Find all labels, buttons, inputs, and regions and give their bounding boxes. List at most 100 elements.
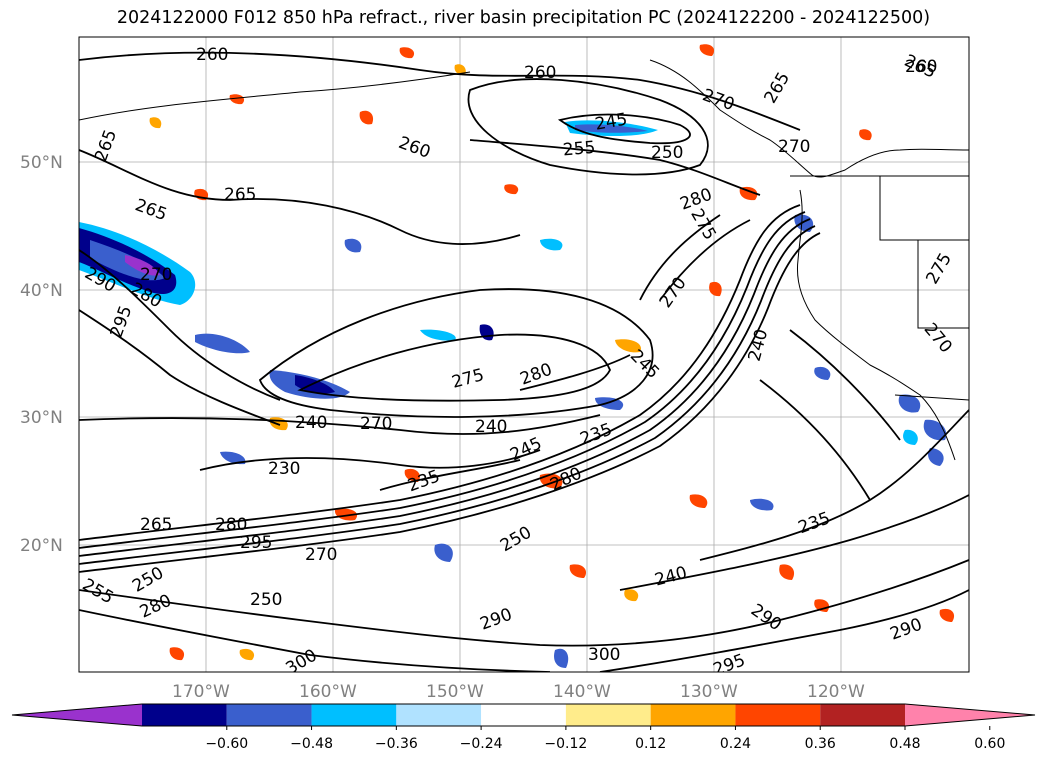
chart-title: 2024122000 F012 850 hPa refract., river … [116, 8, 931, 28]
contour-label: 250 [250, 590, 282, 610]
pos-blob-1 [454, 64, 466, 76]
colorbar-swatch [820, 704, 905, 726]
contour-south-1 [79, 559, 969, 647]
lon-label-170w: 170°W [172, 682, 230, 702]
contour-label: 255 [562, 138, 596, 161]
lat-label-20n: 20°N [20, 536, 63, 556]
coastline-westcoast [796, 189, 956, 461]
contour-265-north [79, 149, 521, 245]
contour-label: 240 [475, 417, 507, 437]
neg-blob-s2 [554, 648, 569, 668]
colorbar-tick-label: −0.48 [290, 736, 333, 752]
neg-blob-s1 [434, 543, 453, 562]
contour-label: 280 [215, 515, 247, 535]
pos-blob-8 [689, 494, 708, 508]
lon-label-130w: 130°W [680, 682, 738, 702]
contour-245 [557, 113, 691, 145]
colorbar-swatch [650, 704, 736, 726]
pos-blob-24 [624, 589, 639, 602]
contour-label: 250 [651, 143, 683, 163]
lat-label-30n: 30°N [20, 408, 63, 428]
colorbar-tick-label: 0.60 [974, 736, 1005, 752]
contour-235 [379, 459, 521, 491]
neg-blob-gulf-dark [575, 124, 648, 133]
pos-blob-10 [779, 564, 795, 580]
colorbar-tick-label: −0.24 [460, 736, 503, 752]
contour-label: 270 [305, 545, 337, 565]
neg-blob-mid4 [540, 238, 563, 251]
colorbar: −0.60 −0.48 −0.36 −0.24 −0.12 0.12 0.24 0.36 0.4… [11, 703, 1036, 752]
contour-label: 295 [240, 533, 272, 553]
lat-label-50n: 50°N [20, 153, 63, 173]
colorbar-extend-min [12, 704, 142, 726]
colorbar-tick-label: −0.12 [544, 736, 587, 752]
contour-255 [469, 139, 761, 196]
colorbar-swatch [226, 704, 312, 726]
contour-label: 265 [140, 515, 172, 535]
pos-blob-17 [229, 94, 245, 105]
longitude-labels: 170°W 160°W 150°W 140°W 130°W 120°W [172, 682, 865, 702]
pos-blob-6 [615, 339, 641, 353]
contour-230 [199, 449, 541, 471]
lat-label-40n: 40°N [20, 281, 63, 301]
border-states-1 [879, 176, 969, 241]
neg-blob-coast4 [928, 448, 944, 466]
contour-270-loop [258, 288, 654, 418]
neg-blob-central-dark [295, 375, 335, 394]
jet-band-5 [79, 232, 821, 573]
colorbar-tick-label: 0.36 [805, 736, 836, 752]
neg-blob-e1 [750, 498, 774, 511]
contour-central-2 [519, 354, 631, 391]
pos-blob-4 [359, 110, 374, 125]
colorbar-tick-label: 0.48 [889, 736, 920, 752]
contour-260-north [79, 51, 801, 131]
coastline-alaska [649, 59, 969, 178]
colorbar-tick-label: 0.24 [720, 736, 751, 752]
lon-label-120w: 120°W [807, 682, 865, 702]
neg-blob-sw2 [220, 451, 246, 465]
contour-label: 270 [360, 414, 392, 434]
contour-label: 265 [224, 185, 256, 205]
contour-east-mid [759, 379, 871, 501]
colorbar-swatch [311, 704, 397, 726]
contour-label: 240 [295, 413, 327, 433]
neg-blob-coast1 [898, 394, 921, 413]
lon-label-140w: 140°W [553, 682, 611, 702]
pos-blob-14 [404, 468, 420, 482]
neg-blob-mid1 [420, 329, 456, 341]
pos-blob-3 [699, 44, 715, 56]
colorbar-swatch [396, 704, 482, 726]
colorbar-swatch [481, 704, 566, 726]
lon-label-160w: 160°W [299, 682, 357, 702]
colorbar-tick-label: 0.12 [635, 736, 666, 752]
contour-label: 230 [268, 459, 300, 479]
neg-blob-nw-purple [125, 255, 160, 276]
contour-label: 260 [196, 45, 228, 65]
pos-blob-16 [149, 117, 162, 129]
lon-label-150w: 150°W [426, 682, 484, 702]
contour-240-east [619, 494, 969, 591]
pos-blob-13 [334, 508, 358, 521]
map-background [79, 37, 969, 672]
colorbar-swatch [142, 704, 227, 726]
contour-295-nw [79, 309, 281, 426]
contour-label: 270 [778, 137, 810, 157]
pos-blob-5 [709, 281, 722, 297]
neg-blob-mid5 [344, 238, 362, 253]
border-states-2 [917, 240, 969, 329]
jet-band-3 [79, 218, 811, 557]
contour-280-nw [79, 249, 281, 401]
neg-blob-e2 [814, 366, 831, 380]
colorbar-tick-label: −0.60 [205, 736, 248, 752]
contour-275-loop [297, 333, 611, 402]
contour-280-ne [659, 219, 751, 301]
pos-blob-20 [504, 184, 519, 195]
jet-band-4 [79, 225, 816, 565]
contour-south-2 [79, 609, 551, 672]
colorbar-tick-label: −0.36 [375, 736, 418, 752]
colorbar-extend-max [905, 704, 1035, 726]
pos-blob-11 [169, 647, 185, 661]
border-us-mexico [894, 394, 969, 401]
colorbar-outline [11, 703, 1036, 727]
